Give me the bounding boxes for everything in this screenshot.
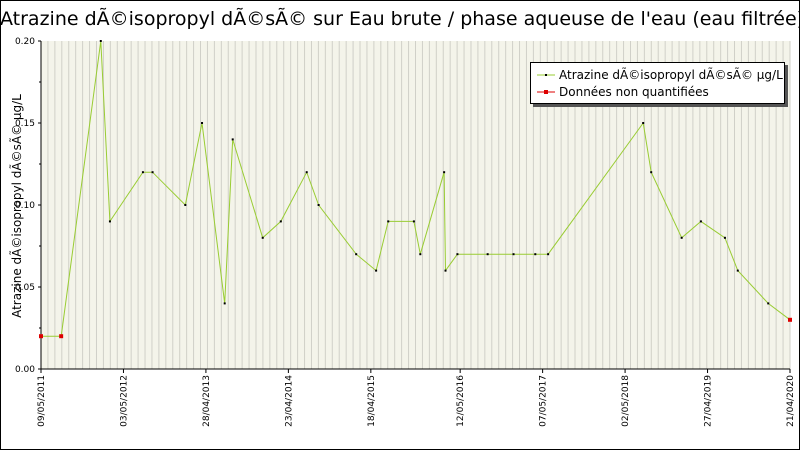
data-point — [736, 269, 739, 272]
y-tick-label: 0.10 — [15, 201, 35, 211]
data-point — [547, 253, 550, 256]
data-point-unquantified — [59, 334, 64, 339]
series-line — [41, 40, 791, 337]
data-point — [201, 122, 204, 124]
x-tick-label: 18/04/2015 — [367, 375, 377, 427]
data-point — [767, 302, 770, 305]
y-tick-label: 0.15 — [15, 119, 35, 129]
data-point — [699, 220, 702, 223]
x-tick-label: 02/05/2018 — [621, 375, 631, 427]
y-axis-label: Atrazine dÃ©isopropyl dÃ©sÃ© µg/L — [10, 94, 24, 318]
data-point — [108, 220, 111, 223]
data-point-unquantified — [39, 334, 43, 339]
data-point — [387, 220, 390, 223]
data-point — [261, 236, 264, 239]
x-tick-label: 27/04/2019 — [704, 375, 714, 427]
data-point — [184, 204, 187, 206]
legend-unquantified-label: Données non quantifiées — [559, 85, 709, 99]
data-point — [279, 220, 282, 223]
y-tick-label: 0.20 — [15, 37, 35, 47]
x-tick-label: 23/04/2014 — [284, 375, 294, 427]
data-point — [680, 236, 683, 239]
data-point — [141, 171, 144, 174]
data-point — [642, 122, 645, 124]
chart-legend: Atrazine dÃ©isopropyl dÃ©sÃ© µg/L Donnée… — [530, 62, 785, 104]
data-point — [419, 253, 422, 256]
chart-title: Atrazine dÃ©isopropyl dÃ©sÃ© sur Eau bru… — [0, 8, 800, 30]
x-tick-label: 21/04/2020 — [786, 375, 796, 427]
data-point — [223, 302, 226, 305]
data-point — [723, 236, 726, 239]
data-point — [99, 40, 102, 42]
x-tick-label: 09/05/2011 — [37, 375, 47, 427]
legend-series-label: Atrazine dÃ©isopropyl dÃ©sÃ© µg/L — [559, 68, 783, 82]
x-tick-label: 07/05/2017 — [539, 375, 549, 427]
data-point — [534, 253, 537, 256]
data-point — [305, 171, 308, 174]
x-tick-label: 28/04/2013 — [202, 375, 212, 427]
data-point-unquantified — [788, 317, 792, 322]
data-point — [650, 171, 653, 174]
legend-series-swatch — [537, 74, 555, 76]
data-point — [512, 253, 515, 256]
y-tick-label: 0.00 — [15, 365, 35, 375]
legend-unquantified-swatch — [537, 90, 555, 94]
data-point — [375, 269, 378, 272]
data-point — [443, 171, 446, 174]
data-point — [456, 253, 459, 256]
data-point — [317, 204, 320, 206]
data-point — [444, 269, 447, 272]
x-tick-label: 12/05/2016 — [456, 375, 466, 427]
data-point — [486, 253, 489, 256]
x-tick-label: 03/05/2012 — [119, 375, 129, 427]
data-point — [412, 220, 415, 223]
data-point — [355, 253, 358, 256]
data-point — [151, 171, 154, 174]
y-tick-label: 0.05 — [15, 283, 35, 293]
data-point — [231, 138, 234, 141]
